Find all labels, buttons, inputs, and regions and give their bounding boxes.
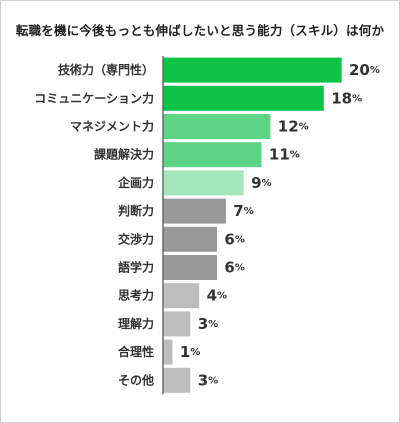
value-label-0: 20% bbox=[349, 61, 380, 79]
category-label-8: 思考力 bbox=[118, 288, 154, 303]
value-label-5: 7% bbox=[233, 202, 253, 220]
category-label-6: 交渉力 bbox=[118, 231, 154, 246]
category-label-1: コミュニケーション力 bbox=[34, 90, 154, 105]
value-label-2: 12% bbox=[278, 118, 309, 136]
bar-10 bbox=[163, 339, 173, 365]
bar-1 bbox=[163, 85, 324, 111]
value-label-6: 6% bbox=[224, 230, 244, 248]
value-label-7: 6% bbox=[224, 259, 244, 277]
category-label-7: 語学力 bbox=[118, 260, 154, 275]
value-label-10: 1% bbox=[180, 343, 200, 361]
bar-3 bbox=[163, 142, 262, 168]
value-label-8: 4% bbox=[207, 287, 227, 305]
category-label-5: 判断力 bbox=[118, 203, 154, 218]
category-label-9: 理解力 bbox=[118, 316, 154, 331]
bar-7 bbox=[163, 255, 217, 280]
value-label-4: 9% bbox=[251, 174, 271, 192]
bar-9 bbox=[163, 311, 191, 337]
value-label-9: 3% bbox=[198, 315, 218, 333]
chart-title: 転職を機に今後もっとも伸ばしたいと思う能力（スキル）は何か bbox=[15, 23, 385, 38]
category-label-2: マネジメント力 bbox=[70, 119, 154, 134]
bar-4 bbox=[163, 170, 244, 196]
bar-6 bbox=[163, 226, 217, 252]
bars-group: 技術力（専門性） 20% コミュニケーション力 18% マネジメント力 12% 課題解決力 1… bbox=[34, 57, 380, 393]
category-label-10: 合理性 bbox=[118, 344, 154, 359]
value-label-11: 3% bbox=[198, 371, 218, 389]
value-label-3: 11% bbox=[269, 146, 300, 164]
category-label-4: 企画力 bbox=[117, 175, 154, 190]
bar-0 bbox=[163, 57, 342, 83]
bar-8 bbox=[163, 283, 200, 309]
bar-11 bbox=[163, 367, 191, 393]
category-label-3: 課題解決力 bbox=[94, 147, 154, 162]
bar-2 bbox=[163, 114, 271, 139]
category-label-0: 技術力（専門性） bbox=[58, 62, 154, 77]
category-label-11: その他 bbox=[118, 372, 154, 387]
value-label-1: 18% bbox=[331, 89, 362, 107]
bar-5 bbox=[163, 198, 226, 224]
